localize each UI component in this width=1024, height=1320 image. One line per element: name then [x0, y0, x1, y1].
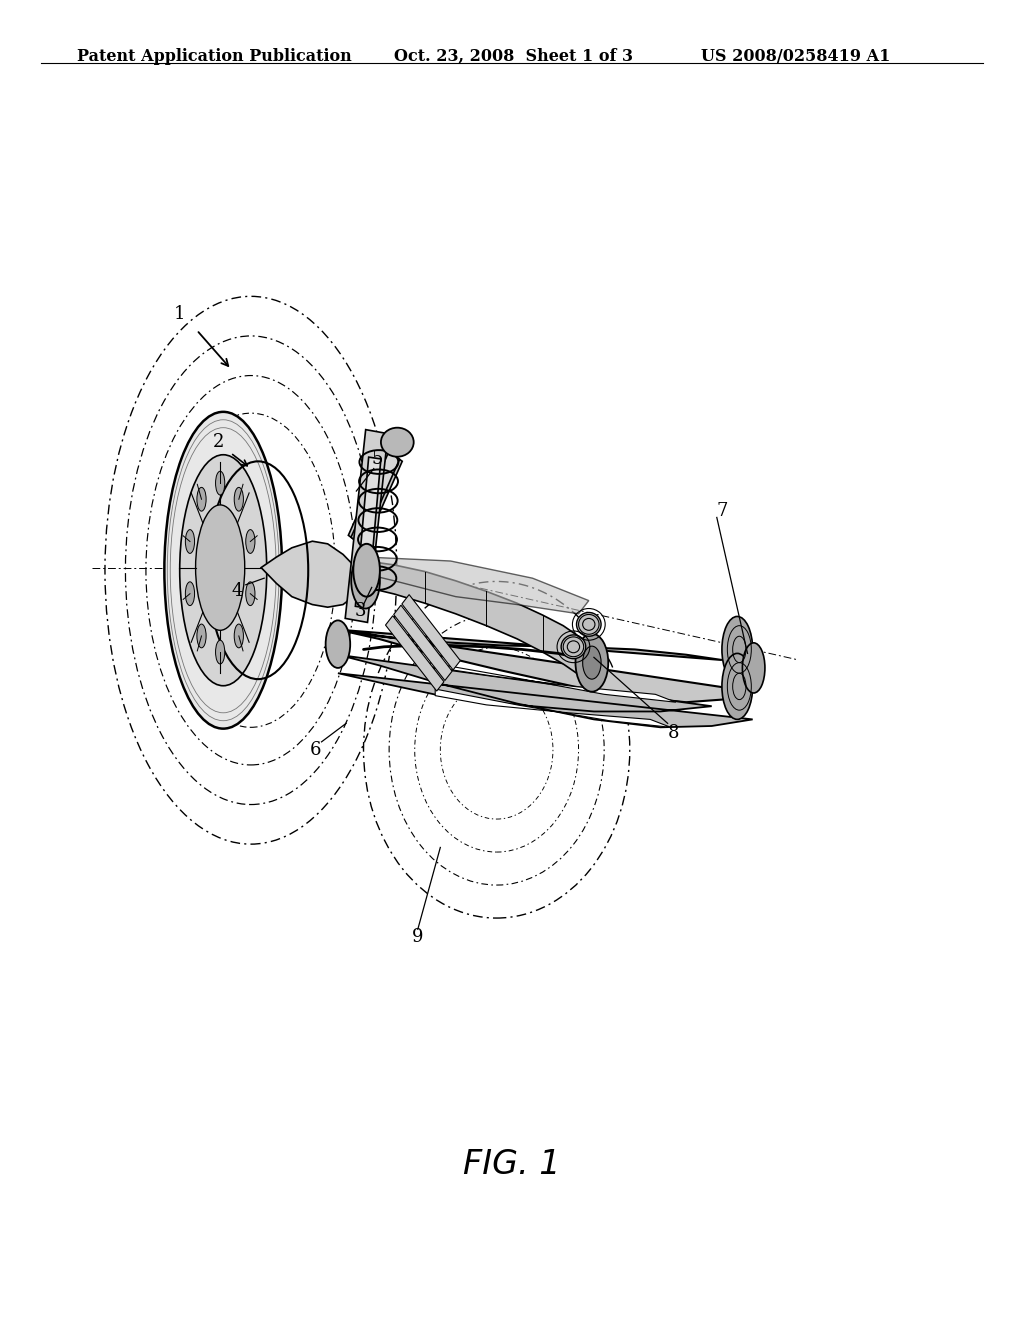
Polygon shape: [345, 429, 388, 623]
Polygon shape: [261, 541, 364, 607]
Polygon shape: [355, 457, 381, 609]
Polygon shape: [338, 655, 753, 727]
Ellipse shape: [197, 624, 206, 648]
Ellipse shape: [246, 529, 255, 553]
Ellipse shape: [575, 634, 608, 692]
Ellipse shape: [577, 612, 601, 636]
Text: 4: 4: [231, 582, 244, 601]
Ellipse shape: [196, 504, 245, 631]
Text: FIG. 1: FIG. 1: [463, 1147, 561, 1180]
Polygon shape: [367, 561, 589, 682]
Ellipse shape: [742, 643, 765, 693]
Ellipse shape: [722, 616, 753, 682]
Ellipse shape: [164, 412, 283, 729]
Ellipse shape: [583, 645, 601, 678]
Text: 5: 5: [371, 450, 383, 469]
Text: 8: 8: [668, 723, 680, 742]
Ellipse shape: [351, 553, 380, 609]
Text: Oct. 23, 2008  Sheet 1 of 3: Oct. 23, 2008 Sheet 1 of 3: [394, 48, 633, 65]
Polygon shape: [401, 594, 461, 671]
Polygon shape: [435, 689, 671, 727]
Ellipse shape: [197, 487, 206, 511]
Polygon shape: [367, 557, 589, 614]
Ellipse shape: [234, 487, 244, 511]
Ellipse shape: [215, 640, 225, 664]
Polygon shape: [348, 450, 402, 546]
Ellipse shape: [185, 529, 195, 553]
Ellipse shape: [246, 582, 255, 606]
Text: 7: 7: [716, 502, 728, 520]
Polygon shape: [393, 605, 453, 681]
Ellipse shape: [353, 544, 380, 597]
Text: US 2008/0258419 A1: US 2008/0258419 A1: [701, 48, 891, 65]
Ellipse shape: [185, 582, 195, 606]
Text: 3: 3: [354, 602, 367, 620]
Ellipse shape: [234, 624, 244, 648]
Ellipse shape: [180, 455, 266, 686]
Polygon shape: [385, 615, 444, 692]
Text: 2: 2: [212, 433, 224, 451]
Text: 6: 6: [309, 741, 322, 759]
Polygon shape: [351, 451, 399, 545]
Ellipse shape: [381, 428, 414, 457]
Polygon shape: [430, 663, 676, 702]
Ellipse shape: [722, 653, 753, 719]
Text: 9: 9: [412, 928, 424, 946]
Ellipse shape: [326, 620, 350, 668]
Polygon shape: [338, 630, 753, 702]
Text: Patent Application Publication: Patent Application Publication: [77, 48, 351, 65]
Ellipse shape: [561, 635, 586, 659]
Text: 1: 1: [173, 305, 185, 323]
Ellipse shape: [215, 471, 225, 495]
